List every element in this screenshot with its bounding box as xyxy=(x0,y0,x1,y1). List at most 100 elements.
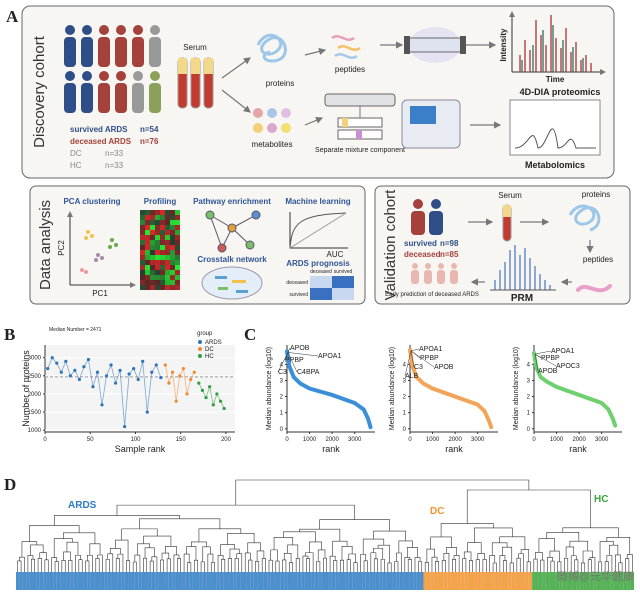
group-name: HC xyxy=(70,161,82,170)
heat-cell xyxy=(145,260,150,265)
heat-cell xyxy=(145,220,150,225)
axis-label: PC1 xyxy=(92,289,108,298)
heat-cell xyxy=(145,265,150,270)
leaf xyxy=(189,572,193,590)
point xyxy=(59,370,63,374)
leaf xyxy=(538,572,543,590)
branch xyxy=(606,537,631,555)
branch xyxy=(377,544,390,563)
heat-cell xyxy=(165,235,170,240)
person-body xyxy=(132,83,144,113)
heat-cell xyxy=(150,220,155,225)
label: peptides xyxy=(335,65,365,74)
leaf xyxy=(572,572,577,590)
branch xyxy=(137,543,151,556)
leaf xyxy=(49,572,54,590)
leaf xyxy=(389,572,393,590)
heat-cell xyxy=(170,225,175,230)
prm-icon xyxy=(490,245,556,291)
method-label: 4D-DIA proteomics xyxy=(520,87,601,97)
branch xyxy=(173,554,180,572)
heat-cell xyxy=(155,275,160,280)
heat-cell xyxy=(150,230,155,235)
y-tick-label: 0 xyxy=(403,427,407,433)
x-tick-label: 2000 xyxy=(572,437,586,443)
branch xyxy=(53,515,180,526)
leaf xyxy=(532,572,536,590)
leader xyxy=(287,347,291,353)
leaf xyxy=(16,572,20,590)
heat-cell xyxy=(155,245,160,250)
heat-cell xyxy=(175,220,180,225)
y-tick-label: 1 xyxy=(403,411,407,417)
person-head xyxy=(116,71,126,81)
branch xyxy=(139,518,221,529)
leaf xyxy=(77,572,81,590)
leaf xyxy=(318,572,322,590)
leaf xyxy=(372,572,376,590)
leaf xyxy=(443,572,448,590)
branch xyxy=(329,555,336,572)
annotation: APOA1 xyxy=(318,353,341,360)
leaf xyxy=(504,572,509,590)
heat-cell xyxy=(170,230,175,235)
analysis-box xyxy=(29,185,366,305)
heat-cell xyxy=(145,285,150,290)
y-tick-label: 2500 xyxy=(28,374,42,380)
label: proteins xyxy=(266,79,294,88)
leaf xyxy=(172,572,176,590)
y-tick-label: 2 xyxy=(403,395,407,401)
heat-cell xyxy=(160,270,165,275)
leaf xyxy=(467,572,472,590)
leaf xyxy=(219,572,224,590)
heat-cell xyxy=(160,245,165,250)
heat-cell xyxy=(170,210,175,215)
branch xyxy=(346,559,351,572)
branch xyxy=(306,558,311,572)
matrix-label: survived xyxy=(289,292,308,298)
heat-cell xyxy=(160,280,165,285)
leaf xyxy=(464,572,468,590)
heat-cell xyxy=(160,275,165,280)
branch xyxy=(51,557,58,572)
branch xyxy=(396,552,402,572)
branch xyxy=(187,562,192,572)
branch xyxy=(363,560,368,572)
heat-cell xyxy=(175,270,180,275)
branch xyxy=(404,557,411,572)
point xyxy=(185,392,189,396)
leaf xyxy=(593,572,597,590)
heat-cell xyxy=(155,280,160,285)
branch xyxy=(463,551,472,561)
label: peptides xyxy=(583,255,613,264)
x-tick-label: 2000 xyxy=(325,437,339,443)
branch xyxy=(373,558,378,572)
leaf xyxy=(358,572,363,590)
series-line xyxy=(47,356,162,427)
point xyxy=(189,377,193,382)
person-head xyxy=(150,25,160,35)
heat-cell xyxy=(145,210,150,215)
person-head xyxy=(133,71,143,81)
x-axis-label: Sample rank xyxy=(115,444,166,454)
heat-cell xyxy=(170,235,175,240)
leaf xyxy=(311,572,315,590)
heat-cell xyxy=(170,280,175,285)
axis-label: Intensity xyxy=(499,28,508,61)
leaf xyxy=(60,572,64,590)
heat-cell xyxy=(175,245,180,250)
branch xyxy=(547,556,553,572)
person-body xyxy=(132,37,144,67)
point xyxy=(163,363,167,367)
leaf xyxy=(545,572,550,590)
leaf xyxy=(195,572,200,590)
x-tick-label: 150 xyxy=(176,437,187,443)
leaf xyxy=(165,572,169,590)
branch xyxy=(467,542,482,554)
heat-cell xyxy=(145,245,150,250)
branch xyxy=(492,562,497,572)
heat-cell xyxy=(160,250,165,255)
leaf xyxy=(542,572,546,590)
branch xyxy=(333,560,338,572)
y-axis-label: Median abundance (log10) xyxy=(389,347,396,430)
